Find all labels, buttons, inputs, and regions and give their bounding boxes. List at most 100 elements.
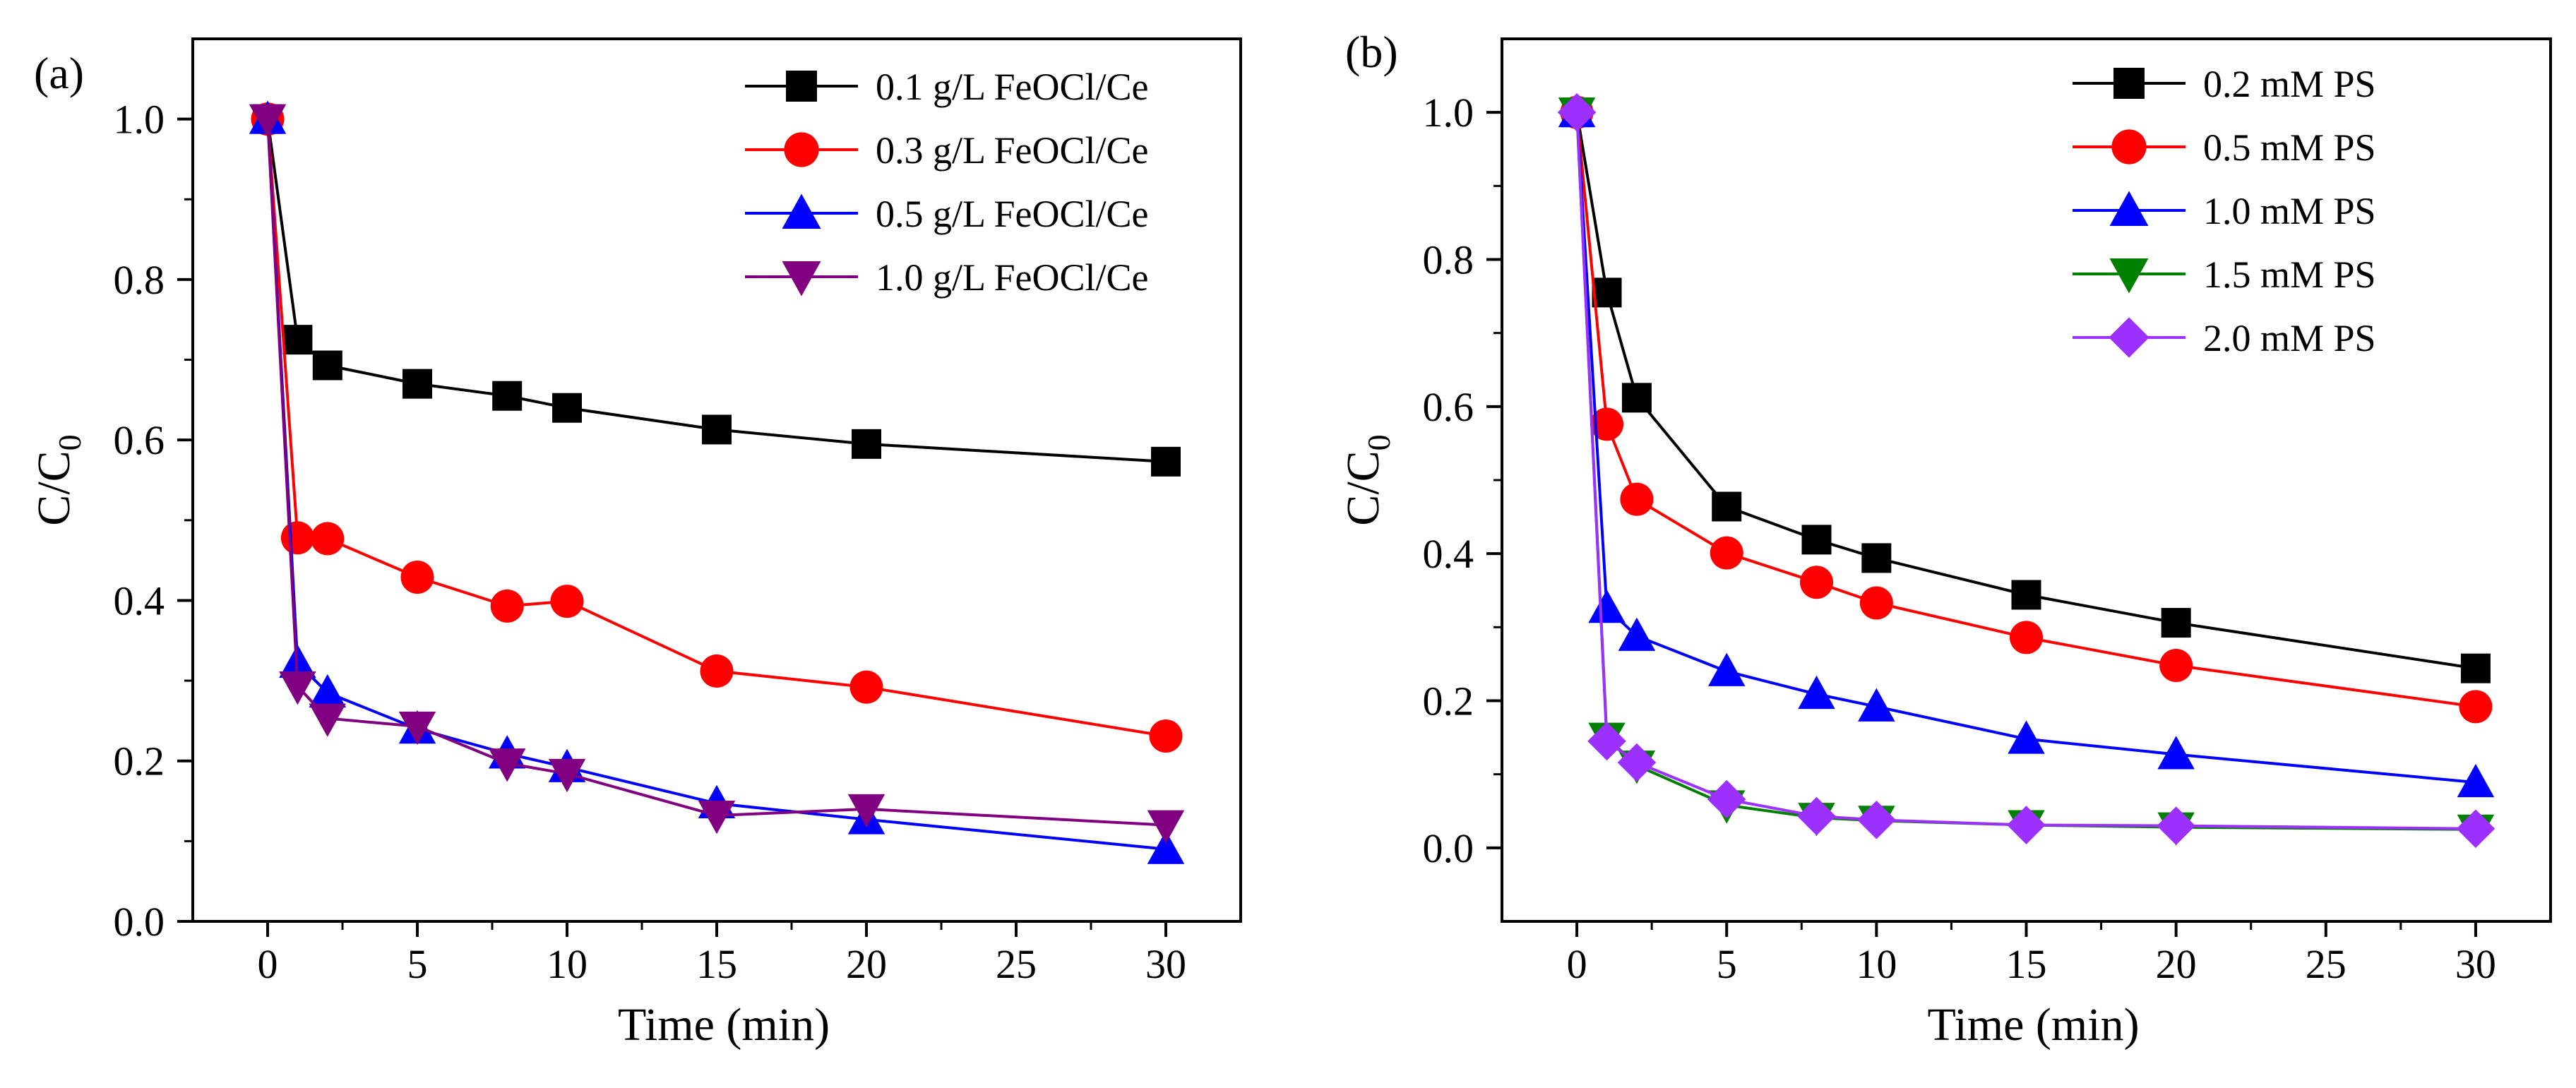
y-tick-label: 0.6 bbox=[114, 417, 165, 463]
legend-label: 0.5 mM PS bbox=[2203, 126, 2376, 169]
y-tick-label: 0.6 bbox=[1423, 384, 1474, 430]
legend-marker bbox=[2111, 129, 2147, 165]
x-tick-label: 25 bbox=[996, 941, 1037, 987]
y-axis-title-main: C/C bbox=[28, 450, 80, 525]
data-point bbox=[1618, 617, 1656, 651]
x-tick-label: 15 bbox=[696, 941, 737, 987]
data-point bbox=[1147, 830, 1185, 864]
data-point bbox=[2157, 736, 2195, 770]
y-tick-label: 0.2 bbox=[114, 739, 165, 784]
data-point bbox=[2457, 763, 2495, 798]
legend-marker bbox=[2113, 68, 2145, 99]
legend-marker bbox=[786, 71, 817, 102]
data-point bbox=[2157, 806, 2195, 845]
x-tick-label: 30 bbox=[2455, 941, 2496, 987]
y-axis-title-subscript: 0 bbox=[52, 434, 88, 450]
data-point bbox=[1858, 688, 1895, 722]
x-tick-label: 0 bbox=[1567, 941, 1587, 987]
data-point bbox=[1710, 536, 1743, 570]
y-tick-label: 1.0 bbox=[114, 97, 165, 143]
data-point bbox=[2159, 648, 2193, 683]
panel-label: (a) bbox=[34, 48, 84, 98]
data-point bbox=[2007, 806, 2046, 844]
data-point bbox=[847, 794, 886, 828]
data-point bbox=[488, 748, 526, 782]
data-point bbox=[1587, 722, 1626, 761]
data-point bbox=[698, 801, 736, 835]
data-point bbox=[1620, 482, 1654, 516]
data-point bbox=[2008, 720, 2045, 754]
data-point bbox=[1588, 590, 1626, 623]
data-point bbox=[1151, 446, 1181, 477]
data-point bbox=[1707, 779, 1746, 819]
data-point bbox=[700, 654, 734, 688]
legend-marker bbox=[784, 132, 819, 167]
data-point bbox=[1147, 810, 1185, 844]
y-tick-label: 0.2 bbox=[1423, 678, 1474, 724]
data-point bbox=[2459, 690, 2493, 724]
y-tick-label: 0.0 bbox=[114, 899, 165, 945]
data-point bbox=[1797, 796, 1836, 836]
x-tick-label: 5 bbox=[1717, 941, 1737, 987]
y-tick-label: 0.0 bbox=[1423, 825, 1474, 871]
data-point bbox=[279, 671, 316, 705]
y-tick-label: 0.4 bbox=[1423, 531, 1474, 577]
legend: 0.2 mM PS 0.5 mM PS 1.0 mM PS 1.5 mM PS 2.0 … bbox=[2073, 63, 2376, 359]
data-point bbox=[2161, 608, 2191, 638]
data-point bbox=[1859, 586, 1893, 620]
legend-label: 0.5 g/L FeOCl/Ce bbox=[876, 193, 1149, 235]
data-point bbox=[1621, 383, 1652, 413]
legend-label: 1.0 g/L FeOCl/Ce bbox=[876, 256, 1149, 299]
x-tick-label: 15 bbox=[2006, 941, 2047, 987]
data-point bbox=[548, 758, 586, 793]
legend-marker bbox=[2109, 317, 2149, 358]
data-point bbox=[309, 674, 347, 708]
x-tick-label: 30 bbox=[1145, 941, 1186, 987]
data-point bbox=[280, 521, 314, 555]
x-tick-label: 10 bbox=[1856, 941, 1897, 987]
x-axis-title: Time (min) bbox=[1927, 999, 2139, 1051]
data-point bbox=[1798, 675, 1835, 710]
y-tick-label: 0.8 bbox=[1423, 237, 1474, 283]
legend-label: 1.5 mM PS bbox=[2203, 253, 2376, 296]
x-tick-label: 5 bbox=[407, 941, 428, 987]
data-point bbox=[1801, 525, 1832, 555]
y-axis-title-subscript: 0 bbox=[1361, 434, 1397, 450]
y-tick-label: 0.4 bbox=[114, 578, 165, 623]
data-point bbox=[1712, 491, 1742, 522]
legend-label: 2.0 mM PS bbox=[2203, 317, 2376, 359]
legend-label: 0.1 g/L FeOCl/Ce bbox=[876, 66, 1149, 108]
legend-label: 0.3 g/L FeOCl/Ce bbox=[876, 129, 1149, 172]
data-point bbox=[1149, 719, 1183, 753]
data-point bbox=[1799, 566, 1834, 599]
data-point bbox=[1857, 800, 1896, 839]
data-point bbox=[400, 560, 434, 594]
data-point bbox=[1707, 652, 1746, 686]
data-point bbox=[490, 589, 524, 623]
series-4 bbox=[1557, 92, 2496, 849]
series-3 bbox=[249, 104, 1185, 844]
y-tick-label: 1.0 bbox=[1423, 90, 1474, 136]
x-tick-label: 0 bbox=[258, 941, 278, 987]
legend-marker bbox=[2109, 191, 2149, 226]
series-0 bbox=[1562, 97, 2491, 683]
legend-marker bbox=[2109, 258, 2149, 294]
panel-b: 0 5 10 15 20 25 30 0.0 0.2 0.4 0.6 0.8 1.0 Time (min)… bbox=[1337, 27, 2552, 1051]
data-point bbox=[2011, 580, 2041, 610]
legend-label: 0.2 mM PS bbox=[2203, 63, 2376, 105]
y-axis-title: C/C0 bbox=[1337, 434, 1397, 525]
data-point bbox=[1557, 92, 1597, 132]
data-point bbox=[1592, 277, 1622, 308]
data-point bbox=[311, 522, 345, 556]
legend: 0.1 g/L FeOCl/Ce 0.3 g/L FeOCl/Ce 0.5 g/L … bbox=[745, 66, 1149, 299]
data-point bbox=[1861, 543, 1892, 573]
data-point bbox=[282, 325, 313, 355]
y-axis-title: C/C0 bbox=[28, 434, 88, 525]
data-point bbox=[702, 414, 732, 445]
data-point bbox=[552, 393, 582, 423]
data-point bbox=[249, 104, 287, 138]
x-tick-label: 20 bbox=[846, 941, 887, 987]
series-1 bbox=[251, 102, 1183, 753]
data-point bbox=[398, 711, 436, 746]
